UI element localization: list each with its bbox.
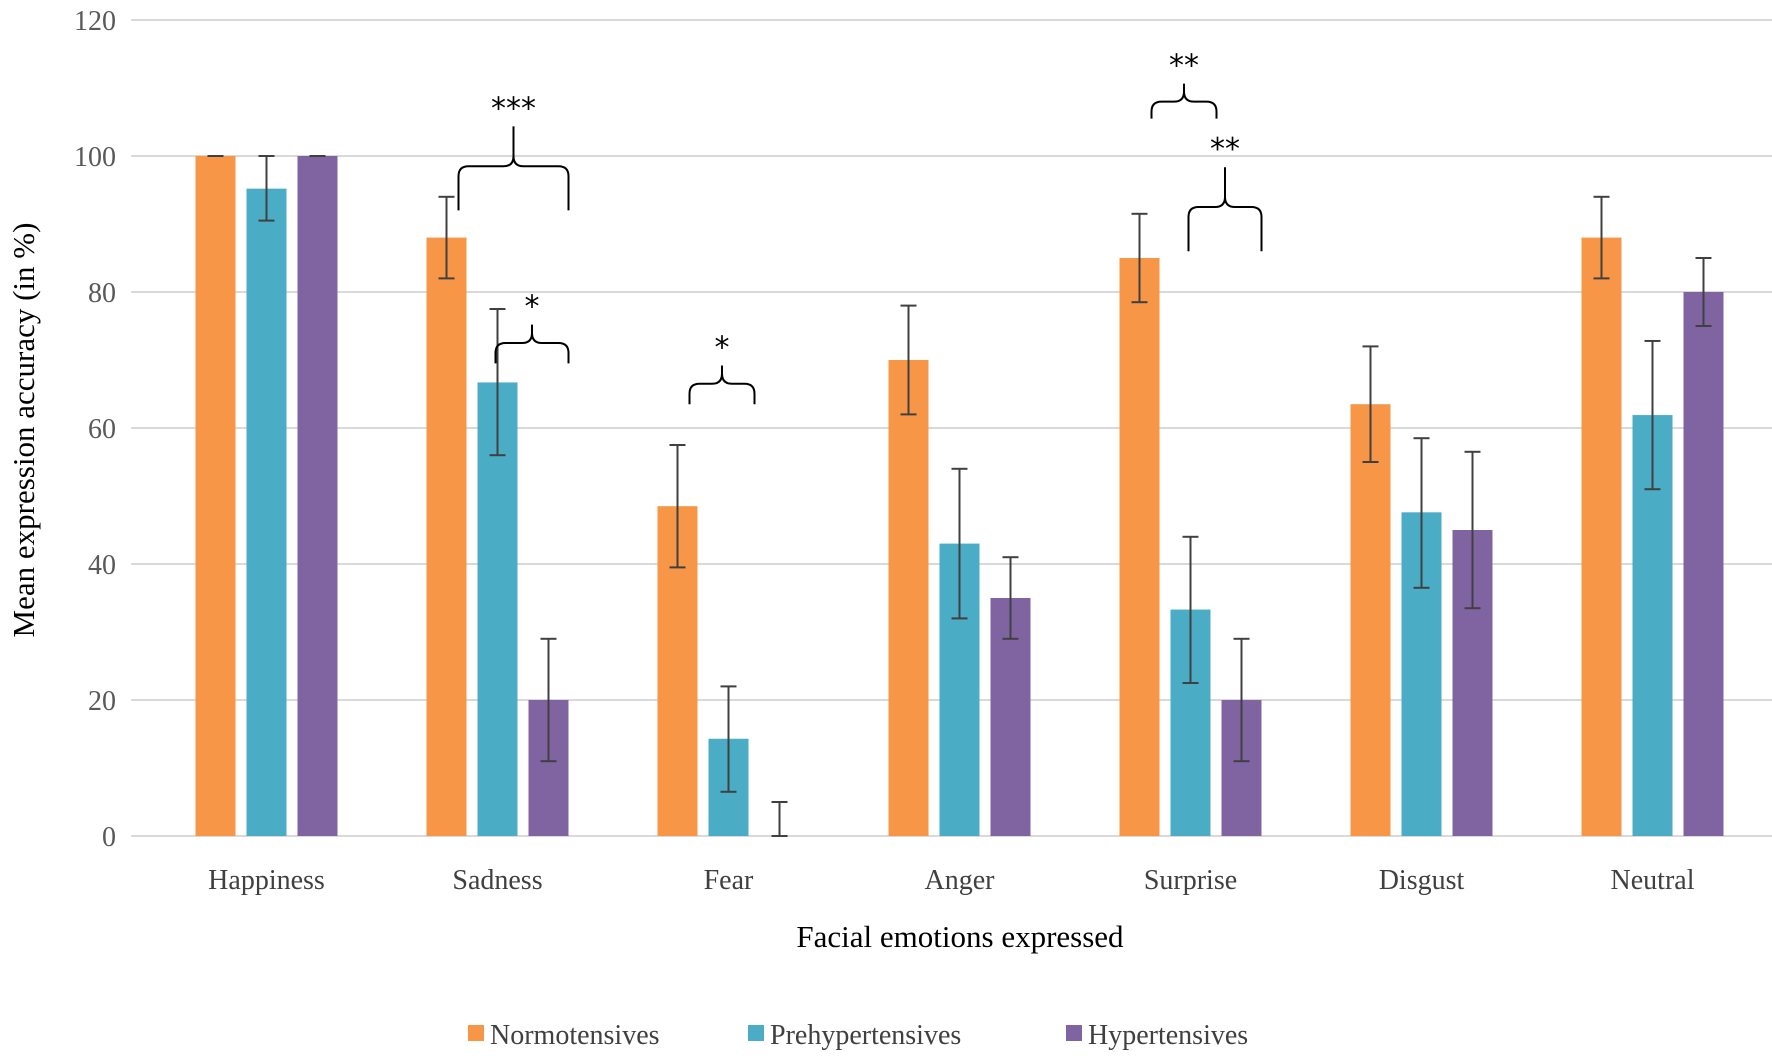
x-tick-label: Sadness bbox=[452, 865, 542, 896]
bar-hypertensives bbox=[297, 156, 338, 836]
error-bar bbox=[900, 304, 917, 416]
y-tick-label: 0 bbox=[102, 822, 116, 853]
error-bar bbox=[1002, 556, 1019, 640]
y-tick-labels: 0 20 40 60 80 100 120 bbox=[74, 6, 116, 853]
significance-stars: * bbox=[715, 330, 730, 365]
y-tick-label: 100 bbox=[74, 142, 116, 173]
x-tick-label: Surprise bbox=[1144, 865, 1237, 896]
y-tick-label: 40 bbox=[88, 550, 116, 581]
significance-stars: *** bbox=[491, 91, 536, 126]
legend-swatch bbox=[748, 1025, 764, 1041]
significance-annotation: * bbox=[494, 290, 570, 364]
legend-swatch bbox=[1066, 1025, 1082, 1041]
error-bars bbox=[207, 155, 1712, 837]
y-tick-label: 120 bbox=[74, 6, 116, 37]
significance-annotation: *** bbox=[457, 91, 570, 211]
bar-prehypertensives bbox=[246, 188, 287, 836]
error-bar bbox=[1362, 345, 1379, 463]
error-bar bbox=[540, 637, 557, 763]
bar-normotensives bbox=[1119, 258, 1160, 836]
significance-stars: * bbox=[525, 290, 540, 325]
bar-prehypertensives bbox=[477, 382, 518, 836]
error-bar bbox=[720, 685, 737, 793]
legend-item: Prehypertensives bbox=[748, 1020, 961, 1051]
significance-stars: ** bbox=[1210, 132, 1240, 167]
error-bar bbox=[1413, 437, 1430, 589]
error-bar bbox=[489, 308, 506, 457]
bar-hypertensives bbox=[1683, 292, 1724, 836]
brace bbox=[1150, 83, 1218, 119]
bar-normotensives bbox=[1350, 404, 1391, 836]
error-bar bbox=[1644, 339, 1661, 491]
error-bar bbox=[1695, 257, 1712, 327]
bar-normotensives bbox=[1581, 237, 1622, 837]
error-bar bbox=[669, 444, 686, 569]
legend-swatch bbox=[468, 1025, 484, 1041]
brace bbox=[457, 126, 570, 211]
error-bar bbox=[1182, 535, 1199, 684]
brace bbox=[494, 324, 570, 364]
significance-annotation: ** bbox=[1150, 49, 1218, 119]
x-tick-label: Anger bbox=[925, 865, 996, 896]
error-bar bbox=[771, 801, 788, 837]
legend-label: Hypertensives bbox=[1088, 1020, 1248, 1051]
significance-annotations: ********* bbox=[457, 49, 1263, 405]
legend-label: Normotensives bbox=[490, 1020, 660, 1051]
brace bbox=[688, 365, 756, 405]
x-tick-label: Fear bbox=[704, 865, 754, 896]
brace bbox=[1187, 167, 1263, 252]
error-bar bbox=[258, 155, 275, 222]
significance-annotation: ** bbox=[1187, 132, 1263, 252]
legend-label: Prehypertensives bbox=[770, 1020, 961, 1051]
bar-normotensives bbox=[195, 156, 236, 836]
y-axis-title: Mean expression accuracy (in %) bbox=[6, 223, 41, 638]
x-tick-label: Neutral bbox=[1611, 865, 1695, 896]
error-bar bbox=[1131, 212, 1148, 304]
significance-stars: ** bbox=[1169, 49, 1199, 84]
legend-item: Hypertensives bbox=[1066, 1020, 1248, 1051]
error-bar bbox=[1464, 450, 1481, 610]
bars bbox=[195, 156, 1724, 837]
bar-normotensives bbox=[888, 360, 929, 836]
x-tick-label: Disgust bbox=[1379, 865, 1465, 896]
legend: Normotensives Prehypertensives Hypertensiv… bbox=[468, 1020, 1248, 1051]
legend-item: Normotensives bbox=[468, 1020, 660, 1051]
error-bar bbox=[951, 467, 968, 620]
error-bar bbox=[438, 195, 455, 280]
bar-normotensives bbox=[426, 237, 467, 837]
y-tick-label: 20 bbox=[88, 686, 116, 717]
x-tick-labels: Happiness Sadness Fear Anger Surprise Disgust… bbox=[208, 865, 1695, 896]
x-axis-title: Facial emotions expressed bbox=[796, 919, 1124, 954]
error-bar bbox=[1233, 637, 1250, 763]
error-bar bbox=[1593, 195, 1610, 280]
y-tick-label: 60 bbox=[88, 414, 116, 445]
x-tick-label: Happiness bbox=[208, 865, 325, 896]
significance-annotation: * bbox=[688, 330, 756, 405]
y-tick-label: 80 bbox=[88, 278, 116, 309]
